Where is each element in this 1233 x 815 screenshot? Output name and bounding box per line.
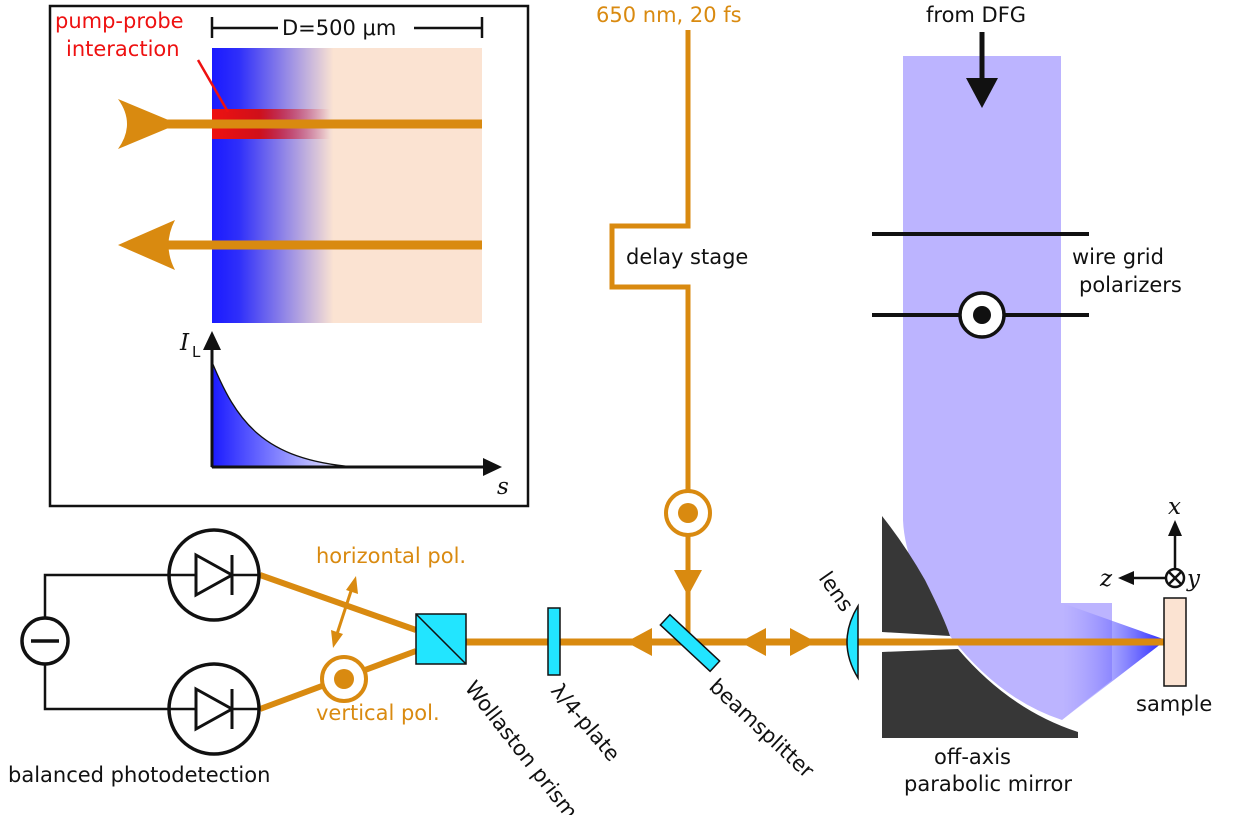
from-dfg-label: from DFG bbox=[926, 3, 1026, 27]
beamsplitter bbox=[659, 613, 721, 673]
horizontal-pol-double-arrow-icon bbox=[335, 587, 354, 635]
lens-label: lens bbox=[814, 567, 858, 616]
probe-left-arrowhead-icon bbox=[626, 628, 652, 656]
vertical-pol-label: vertical pol. bbox=[316, 701, 440, 725]
sample bbox=[1163, 597, 1187, 687]
photodiode-top-triangle bbox=[194, 552, 236, 598]
out-of-plane-dot bbox=[973, 306, 991, 324]
wire-grid-label: wire grid bbox=[1072, 245, 1164, 269]
coordinate-system: x z y bbox=[1099, 494, 1201, 592]
sample-label: sample bbox=[1136, 692, 1212, 716]
probe-down-arrowhead-icon bbox=[674, 570, 702, 596]
incident-arrowhead-icon bbox=[118, 99, 178, 149]
horizontal-pol-label: horizontal pol. bbox=[316, 544, 466, 568]
mirror-label-1: off-axis bbox=[934, 745, 1011, 769]
quarter-wave-plate bbox=[547, 607, 561, 676]
probe-forward-arrowhead-icon bbox=[790, 628, 816, 656]
intensity-axis-arrow-icon bbox=[203, 331, 221, 350]
z-axis-arrow-icon bbox=[1118, 571, 1134, 585]
photodiode-icon bbox=[167, 662, 261, 756]
source-label: 650 nm, 20 fs bbox=[596, 3, 742, 27]
probe-back-arrowhead-icon bbox=[740, 628, 766, 656]
probe-polarization-dot bbox=[678, 503, 698, 523]
photodiode-icon bbox=[167, 528, 261, 622]
x-axis-arrow-icon bbox=[1168, 520, 1182, 536]
depth-axis-label: s bbox=[497, 474, 509, 500]
intensity-axis-label: I bbox=[179, 330, 190, 356]
delay-stage-label: delay stage bbox=[626, 245, 748, 269]
photodiode-bottom-triangle bbox=[194, 686, 236, 732]
x-axis-label: x bbox=[1168, 494, 1181, 520]
probe-input-beam bbox=[609, 30, 691, 640]
quarter-wave-label: λ/4-plate bbox=[546, 679, 625, 766]
sample-slab bbox=[212, 48, 482, 323]
horizontal-pol-beam bbox=[259, 572, 417, 633]
polarizers-label: polarizers bbox=[1079, 273, 1182, 297]
off-axis-parabolic-mirror bbox=[882, 516, 950, 636]
interaction-label: interaction bbox=[66, 37, 180, 61]
z-axis-label: z bbox=[1099, 566, 1113, 592]
wollaston-diagonal bbox=[415, 613, 467, 665]
detection-branch: Wollaston prism horizontal pol. vertical… bbox=[8, 528, 582, 815]
lens bbox=[846, 603, 859, 681]
pump-probe-pointer bbox=[196, 59, 230, 113]
dfg-arrow-head-icon bbox=[966, 78, 998, 108]
mirror-label-2: parabolic mirror bbox=[904, 772, 1072, 796]
reflected-arrowhead-icon bbox=[118, 220, 175, 270]
thickness-label: D=500 μm bbox=[282, 16, 396, 40]
horizontal-pol-arrowhead-bottom bbox=[331, 630, 343, 648]
y-axis-label: y bbox=[1186, 566, 1201, 592]
intensity-axis-subscript: L bbox=[192, 343, 201, 361]
balanced-photodetection-label: balanced photodetection bbox=[8, 763, 270, 787]
thz-collimated-beam bbox=[903, 56, 1112, 720]
thz-focused-beam bbox=[1062, 603, 1166, 720]
depth-axis-arrow-icon bbox=[483, 458, 502, 476]
into-page-cross-2 bbox=[1168, 571, 1182, 585]
off-axis-parabolic-mirror-lower bbox=[882, 649, 1078, 738]
pump-probe-label: pump-probe bbox=[55, 9, 184, 33]
inset-panel: pump-probe interaction D=500 μm I L s bbox=[48, 4, 530, 508]
vertical-pol-dot bbox=[334, 669, 354, 689]
thz-beam bbox=[903, 56, 1166, 720]
horizontal-pol-arrowhead-top bbox=[346, 576, 358, 594]
beamsplitter-label: beamsplitter bbox=[705, 674, 819, 783]
